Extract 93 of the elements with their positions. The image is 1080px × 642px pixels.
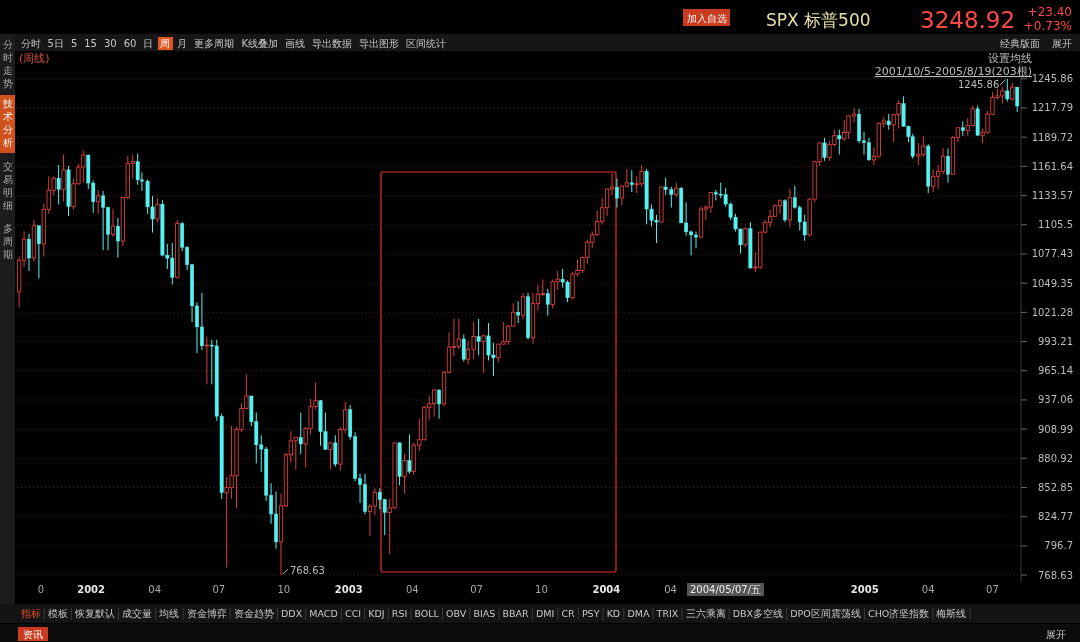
text: 展开	[1052, 38, 1072, 49]
x-tick-label: 04	[148, 584, 162, 595]
y-tick-label: 1077.43	[1031, 248, 1073, 260]
y-tick-label: 1133.57	[1031, 190, 1073, 202]
text: 模板	[47, 608, 68, 619]
text: 多周期	[2, 223, 13, 260]
text: 更多周期	[194, 38, 235, 49]
text: 60	[123, 38, 137, 49]
text: CCI	[345, 608, 362, 619]
annotation: (周线)	[19, 52, 50, 65]
text: 15	[84, 38, 97, 49]
y-tick-label: 824.77	[1038, 511, 1073, 523]
text: 5	[70, 38, 78, 49]
y-tick-label: 1217.79	[1031, 102, 1073, 114]
text: BBAR	[502, 608, 530, 619]
text: 30	[103, 38, 117, 49]
annotation: 设置均线	[988, 52, 1032, 65]
text: TRIX	[655, 608, 679, 619]
x-tick-label: 04	[664, 584, 677, 595]
chart-title: SPX 标普500	[766, 10, 871, 30]
text: 成交量	[122, 608, 153, 619]
text: 导出图形	[359, 38, 400, 49]
x-tick-label: 04	[405, 584, 419, 595]
text: MACD	[309, 608, 338, 619]
y-tick-label: 852.85	[1038, 482, 1073, 494]
text: 指标	[19, 608, 41, 619]
text: CR	[561, 608, 576, 619]
text: BIAS	[473, 608, 496, 619]
text: K线叠加	[241, 38, 279, 49]
x-tick-label: 2003	[334, 584, 363, 595]
x-tick-label: 10	[277, 584, 291, 595]
text: 交易明细	[2, 161, 13, 211]
text: 日	[143, 38, 154, 49]
text: +0.73%	[1023, 19, 1072, 33]
y-tick-label: 993.21	[1038, 336, 1073, 348]
y-tick-label: 796.7	[1044, 540, 1073, 552]
x-tick-label: 2005	[850, 584, 879, 595]
text: 均线	[158, 608, 180, 619]
text: 区间统计	[406, 38, 447, 49]
x-tick-label: 2002	[77, 584, 106, 595]
text: KD	[606, 608, 621, 619]
x-tick-label: 10	[535, 584, 548, 595]
y-tick-label: 965.14	[1038, 365, 1073, 377]
x-tick-label: 07	[986, 584, 999, 595]
y-tick-label: 1161.64	[1031, 160, 1073, 172]
text: 画线	[285, 38, 306, 49]
y-tick-label: 1021.28	[1031, 306, 1073, 318]
text: OBV	[446, 608, 467, 619]
text: +23.40	[1027, 5, 1072, 19]
y-tick-label: 937.06	[1038, 394, 1073, 406]
y-tick-label: 880.92	[1038, 452, 1073, 464]
text: PSY	[581, 608, 600, 619]
text: 分时	[20, 38, 41, 49]
x-tick-label: 07	[470, 584, 483, 595]
text: 梅斯线	[935, 608, 967, 619]
text: 资讯	[23, 629, 43, 640]
text: 分时走势	[2, 39, 13, 89]
text: 技术分析	[1, 98, 13, 148]
text: DMA	[627, 608, 650, 619]
text: 展开	[1046, 629, 1066, 640]
y-tick-label: 1245.86	[1031, 73, 1073, 85]
text: 导出数据	[312, 38, 353, 49]
x-tick-label: 07	[212, 584, 226, 595]
x-tick-label: 2004	[592, 584, 621, 595]
text: 2004/05/07/五	[690, 584, 762, 595]
text: 恢复默认	[74, 608, 115, 619]
text: DDX	[281, 608, 303, 619]
text: RSI	[391, 608, 408, 619]
text: DBX多空线	[732, 608, 784, 619]
y-tick-label: 1105.5	[1038, 219, 1073, 231]
text: 3248.92	[920, 7, 1016, 33]
text: 经典版面	[1000, 38, 1040, 49]
y-tick-label: 768.63	[1038, 569, 1073, 581]
x-tick-label: 0	[37, 584, 45, 595]
text: KDJ	[368, 608, 385, 619]
text: 三六乘离	[685, 608, 726, 619]
text: DPO区间震荡线	[790, 608, 861, 619]
x-tick-label: 04	[921, 584, 935, 595]
text: 5日	[47, 38, 64, 49]
text: 资金博弈	[186, 608, 227, 619]
text: 月	[177, 38, 188, 49]
y-tick-label: 1189.72	[1031, 131, 1073, 143]
annotation: 1245.86	[957, 78, 1000, 90]
text: CHO济坚指数	[868, 608, 930, 619]
text: 资金趋势	[233, 608, 274, 619]
text: DMI	[535, 608, 555, 619]
annotation: 2001/10/5-2005/8/19(203根)	[874, 65, 1032, 78]
text: BOLL	[414, 608, 440, 619]
y-tick-label: 908.99	[1038, 423, 1073, 435]
text: 加入自选	[686, 12, 727, 24]
text: 周	[160, 38, 171, 49]
annotation: 768.63	[289, 565, 325, 577]
y-tick-label: 1049.35	[1031, 277, 1073, 289]
